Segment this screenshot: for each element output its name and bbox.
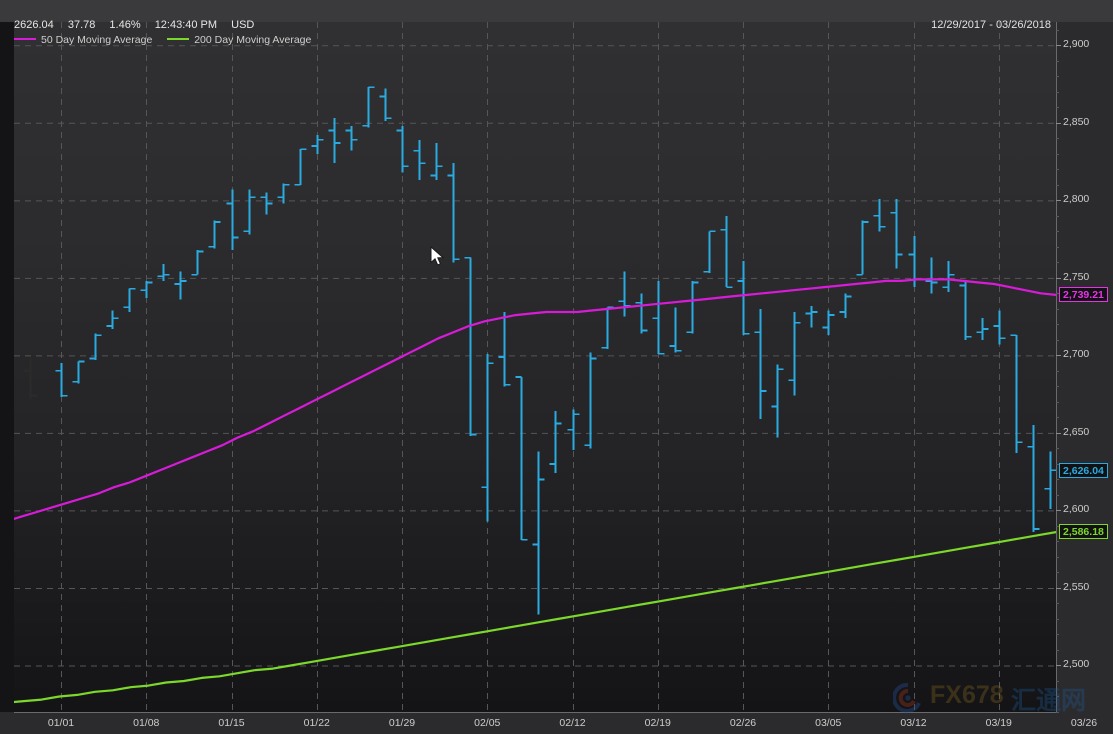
price-axis-minor-tick: [1056, 464, 1059, 465]
quote-time: 12:43:40 PM: [154, 19, 218, 31]
price-axis-minor-tick: [1056, 76, 1059, 77]
chart-plot-area[interactable]: [14, 22, 1056, 712]
price-axis-label: 2,800: [1063, 193, 1090, 206]
last-tag: 2,626.04: [1059, 462, 1108, 478]
watermark-logo: [892, 682, 923, 718]
price-axis-minor-tick: [1056, 216, 1059, 217]
price-change: 37.78: [67, 19, 96, 31]
ma200-tag: 2,586.18: [1059, 524, 1108, 540]
price-axis-minor-tick: [1056, 61, 1059, 62]
price-axis-tick: [1056, 200, 1061, 201]
price-axis-minor-tick: [1056, 696, 1059, 697]
price-axis-minor-tick: [1056, 30, 1059, 31]
price-axis-tick: [1056, 433, 1061, 434]
price-axis-label: 2,550: [1063, 580, 1090, 593]
price-axis-minor-tick: [1056, 681, 1059, 682]
price-axis-minor-tick: [1056, 526, 1059, 527]
price-axis-minor-tick: [1056, 712, 1059, 713]
time-axis-label: 03/26: [1070, 717, 1098, 729]
price-axis-minor-tick: [1056, 417, 1059, 418]
quote-line: 2626.04 37.78 1.46% 12:43:40 PM USD: [14, 19, 265, 31]
price-axis-minor-tick: [1056, 92, 1059, 93]
price-axis-minor-tick: [1056, 138, 1059, 139]
price-axis-tick: [1056, 123, 1061, 124]
price-axis-minor-tick: [1056, 247, 1059, 248]
price-axis-tick: [1056, 588, 1061, 589]
price-axis-minor-tick: [1056, 154, 1059, 155]
legend-item-ma200[interactable]: 200 Day Moving Average: [167, 34, 311, 46]
time-axis-label: 01/08: [133, 717, 160, 729]
currency-code: USD: [231, 19, 255, 31]
price-axis-tick: [1056, 665, 1061, 666]
last-price: 2626.04: [14, 19, 54, 31]
ma50-tag: 2,739.21: [1059, 287, 1108, 303]
time-axis-label: 03/05: [815, 717, 842, 729]
price-axis-minor-tick: [1056, 603, 1059, 604]
price-change-percent: 1.46%: [109, 19, 141, 31]
price-axis-minor-tick: [1056, 324, 1059, 325]
price-axis-minor-tick: [1056, 309, 1059, 310]
time-axis-label: 02/12: [559, 717, 586, 729]
price-axis-minor-tick: [1056, 231, 1059, 232]
price-axis-tick: [1056, 278, 1061, 279]
legend-label-ma50: 50 Day Moving Average: [41, 34, 153, 46]
time-axis-label: 01/15: [218, 717, 245, 729]
time-axis-label: 02/05: [474, 717, 501, 729]
chart-legend: 50 Day Moving Average 200 Day Moving Ave…: [14, 34, 323, 46]
price-axis-minor-tick: [1056, 293, 1059, 294]
price-axis-minor-tick: [1056, 650, 1059, 651]
price-axis-minor-tick: [1056, 185, 1059, 186]
date-range-label: 12/29/2017 - 03/26/2018: [931, 19, 1051, 31]
price-axis-minor-tick: [1056, 340, 1059, 341]
price-axis-minor-tick: [1056, 386, 1059, 387]
price-axis-minor-tick: [1056, 541, 1059, 542]
chart-canvas: [14, 22, 1056, 712]
price-axis-minor-tick: [1056, 371, 1059, 372]
price-axis-label: 2,850: [1063, 115, 1090, 128]
time-axis-line: [14, 712, 1056, 713]
price-axis-tick: [1056, 510, 1061, 511]
price-axis-minor-tick: [1056, 634, 1059, 635]
price-axis-label: 2,650: [1063, 425, 1090, 438]
price-axis-tick: [1056, 45, 1061, 46]
price-axis-minor-tick: [1056, 619, 1059, 620]
legend-item-ma50[interactable]: 50 Day Moving Average: [14, 34, 152, 46]
price-axis-minor-tick: [1056, 262, 1059, 263]
price-axis-label: 2,750: [1063, 270, 1090, 283]
time-axis-label: 02/19: [644, 717, 671, 729]
time-axis-label: 01/22: [303, 717, 330, 729]
price-axis-label: 2,900: [1063, 38, 1090, 51]
time-axis-label: 03/12: [900, 717, 927, 729]
time-axis-label: 01/01: [47, 717, 75, 729]
price-axis-gutter: [1056, 22, 1113, 712]
price-axis-minor-tick: [1056, 495, 1059, 496]
price-axis-label: 2,500: [1063, 658, 1090, 671]
legend-label-ma200: 200 Day Moving Average: [194, 34, 312, 46]
legend-swatch-ma200: [167, 38, 190, 40]
header-bar: [0, 0, 1113, 22]
time-axis-label: 03/19: [985, 717, 1012, 729]
price-axis-line: [1056, 22, 1057, 712]
watermark-text: FX678: [930, 681, 1004, 709]
price-axis-label: 2,700: [1063, 348, 1090, 361]
time-axis-label: 02/26: [729, 717, 757, 729]
price-axis-minor-tick: [1056, 479, 1059, 480]
price-axis-minor-tick: [1056, 557, 1059, 558]
price-axis-tick: [1056, 355, 1061, 356]
price-axis-label: 2,600: [1063, 503, 1090, 516]
price-axis-minor-tick: [1056, 169, 1059, 170]
legend-swatch-ma50: [14, 38, 36, 40]
price-axis-minor-tick: [1056, 402, 1059, 403]
watermark-text-cn: 汇通网: [1011, 687, 1087, 715]
price-axis-minor-tick: [1056, 448, 1059, 449]
time-axis-label: 01/29: [388, 717, 416, 729]
price-axis-minor-tick: [1056, 572, 1059, 573]
left-margin-strip: [0, 22, 14, 712]
price-axis-minor-tick: [1056, 107, 1059, 108]
